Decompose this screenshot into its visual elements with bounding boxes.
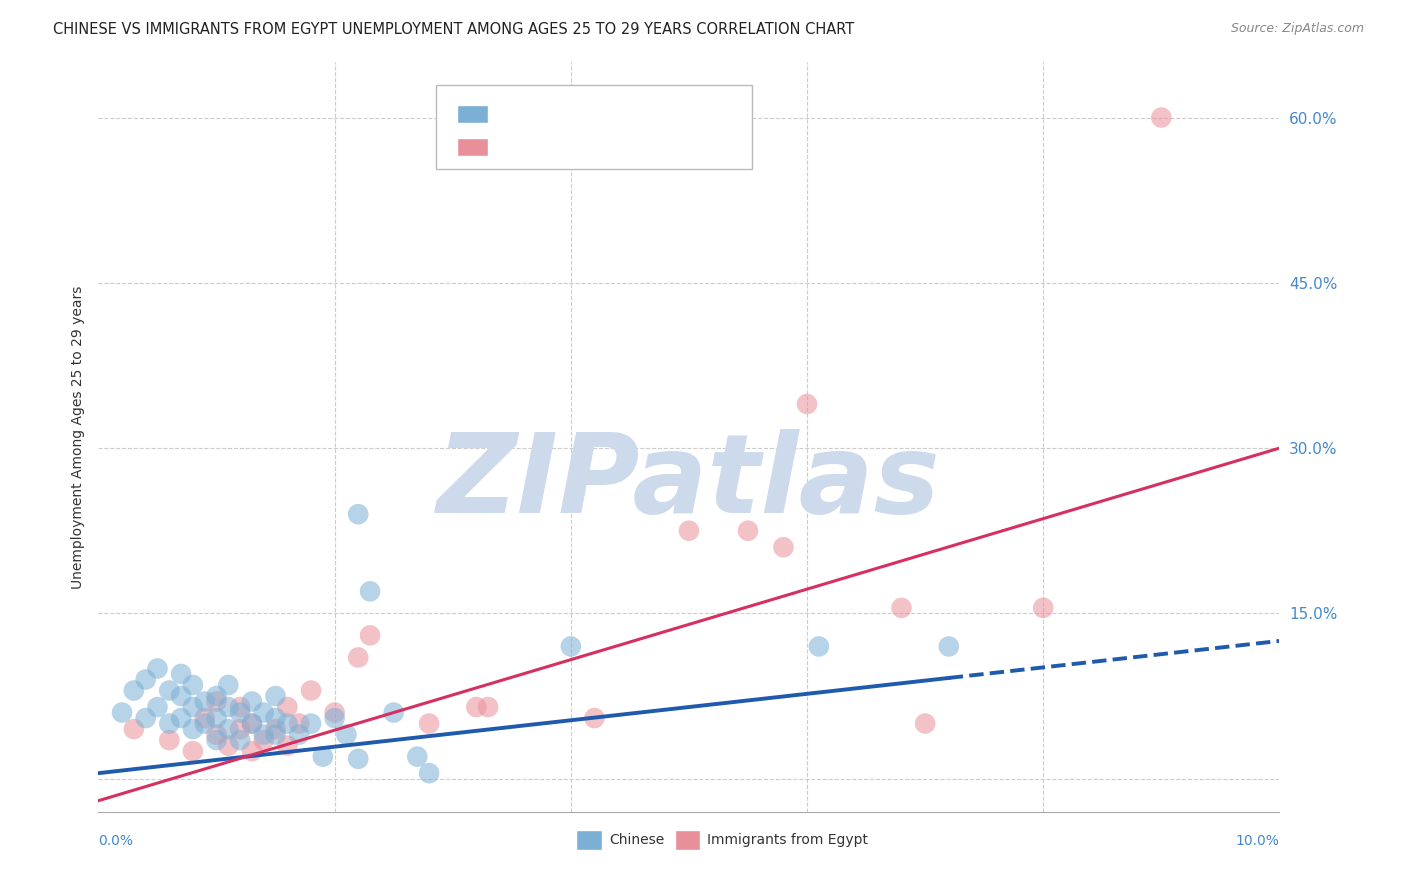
Point <box>229 706 252 720</box>
Point <box>288 728 311 742</box>
Point <box>205 733 228 747</box>
Point <box>560 640 582 654</box>
Point <box>217 739 239 753</box>
Y-axis label: Unemployment Among Ages 25 to 29 years: Unemployment Among Ages 25 to 29 years <box>70 285 84 589</box>
Point <box>229 722 252 736</box>
Point <box>359 584 381 599</box>
Point <box>264 728 287 742</box>
Text: R =: R = <box>495 104 529 119</box>
Point <box>181 700 204 714</box>
Point <box>772 541 794 555</box>
Point <box>382 706 405 720</box>
Point <box>253 728 276 742</box>
Point <box>194 716 217 731</box>
Point <box>796 397 818 411</box>
Text: 46: 46 <box>623 104 643 119</box>
Point <box>347 752 370 766</box>
Point <box>418 716 440 731</box>
Point <box>122 722 145 736</box>
Point <box>264 689 287 703</box>
Point <box>181 744 204 758</box>
Point <box>146 700 169 714</box>
Text: N =: N = <box>591 104 624 119</box>
Text: 10.0%: 10.0% <box>1236 834 1279 848</box>
Point <box>323 711 346 725</box>
Point <box>890 600 912 615</box>
Point <box>465 700 488 714</box>
Point <box>240 716 263 731</box>
Text: R =: R = <box>495 137 529 152</box>
Point <box>914 716 936 731</box>
Text: Immigrants from Egypt: Immigrants from Egypt <box>707 833 869 847</box>
Point <box>240 716 263 731</box>
Point <box>240 694 263 708</box>
Point <box>240 744 263 758</box>
Point <box>323 706 346 720</box>
Point <box>347 650 370 665</box>
Point <box>205 711 228 725</box>
Point <box>229 733 252 747</box>
Text: Source: ZipAtlas.com: Source: ZipAtlas.com <box>1230 22 1364 36</box>
Point <box>276 700 298 714</box>
Point <box>299 683 322 698</box>
Point <box>170 689 193 703</box>
Text: 0.547: 0.547 <box>530 137 574 152</box>
Point <box>157 683 180 698</box>
Point <box>135 711 157 725</box>
Point <box>194 694 217 708</box>
Point <box>583 711 606 725</box>
Point <box>406 749 429 764</box>
Point <box>170 711 193 725</box>
Point <box>938 640 960 654</box>
Text: 32: 32 <box>623 137 643 152</box>
Point <box>181 678 204 692</box>
Text: Chinese: Chinese <box>609 833 664 847</box>
Point <box>477 700 499 714</box>
Point <box>359 628 381 642</box>
Point <box>157 733 180 747</box>
Point <box>194 711 217 725</box>
Text: N =: N = <box>591 137 624 152</box>
Point <box>122 683 145 698</box>
Point <box>181 722 204 736</box>
Point <box>253 733 276 747</box>
Point <box>678 524 700 538</box>
Point <box>276 739 298 753</box>
Text: CHINESE VS IMMIGRANTS FROM EGYPT UNEMPLOYMENT AMONG AGES 25 TO 29 YEARS CORRELAT: CHINESE VS IMMIGRANTS FROM EGYPT UNEMPLO… <box>53 22 855 37</box>
Point <box>146 661 169 675</box>
Point <box>276 716 298 731</box>
Point <box>205 728 228 742</box>
Point <box>135 673 157 687</box>
Point <box>205 689 228 703</box>
Point <box>253 706 276 720</box>
Point <box>205 694 228 708</box>
Text: 0.0%: 0.0% <box>98 834 134 848</box>
Point <box>170 667 193 681</box>
Point <box>807 640 830 654</box>
Point <box>111 706 134 720</box>
Point <box>335 728 357 742</box>
Point <box>217 722 239 736</box>
Point <box>418 766 440 780</box>
Point <box>312 749 335 764</box>
Point <box>217 700 239 714</box>
Point <box>217 678 239 692</box>
Text: ZIPatlas: ZIPatlas <box>437 428 941 535</box>
Point <box>1150 111 1173 125</box>
Text: 0.140: 0.140 <box>530 104 574 119</box>
Point <box>288 716 311 731</box>
Point <box>347 507 370 521</box>
Point <box>737 524 759 538</box>
Point <box>229 700 252 714</box>
Point <box>1032 600 1054 615</box>
Point <box>264 711 287 725</box>
Point <box>157 716 180 731</box>
Point <box>299 716 322 731</box>
Point <box>264 722 287 736</box>
